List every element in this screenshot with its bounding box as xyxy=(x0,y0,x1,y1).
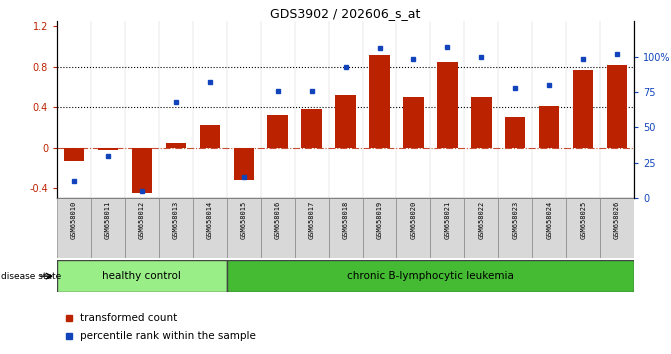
Text: percentile rank within the sample: percentile rank within the sample xyxy=(80,331,256,341)
Text: GSM658019: GSM658019 xyxy=(376,201,382,240)
Title: GDS3902 / 202606_s_at: GDS3902 / 202606_s_at xyxy=(270,7,421,20)
Bar xyxy=(607,65,627,148)
Text: GSM658012: GSM658012 xyxy=(139,201,145,240)
Text: GSM658017: GSM658017 xyxy=(309,201,315,240)
Text: GSM658013: GSM658013 xyxy=(173,201,179,240)
Bar xyxy=(573,70,593,148)
Text: GSM658024: GSM658024 xyxy=(546,201,552,240)
Bar xyxy=(505,117,525,148)
Bar xyxy=(369,55,390,148)
Bar xyxy=(57,260,227,292)
Bar xyxy=(98,148,118,150)
Bar xyxy=(132,148,152,193)
Bar xyxy=(199,125,220,148)
Text: chronic B-lymphocytic leukemia: chronic B-lymphocytic leukemia xyxy=(347,271,514,281)
Bar xyxy=(532,198,566,258)
Text: GSM658025: GSM658025 xyxy=(580,201,586,240)
Text: GSM658020: GSM658020 xyxy=(411,201,417,240)
Bar xyxy=(430,198,464,258)
Bar xyxy=(227,198,261,258)
Bar xyxy=(166,143,186,148)
Text: healthy control: healthy control xyxy=(103,271,181,281)
Text: GSM658022: GSM658022 xyxy=(478,201,484,240)
Text: GSM658015: GSM658015 xyxy=(241,201,247,240)
Bar xyxy=(566,198,600,258)
Bar xyxy=(268,115,288,148)
Bar xyxy=(600,198,634,258)
Text: GSM658016: GSM658016 xyxy=(274,201,280,240)
Bar xyxy=(159,198,193,258)
Bar xyxy=(329,198,362,258)
Bar xyxy=(234,148,254,180)
Text: transformed count: transformed count xyxy=(80,313,177,323)
Bar xyxy=(57,198,91,258)
Text: GSM658010: GSM658010 xyxy=(71,201,77,240)
Bar xyxy=(539,106,560,148)
Bar xyxy=(227,260,634,292)
Text: GSM658023: GSM658023 xyxy=(512,201,518,240)
Bar xyxy=(301,109,322,148)
Bar xyxy=(261,198,295,258)
Bar xyxy=(91,198,125,258)
Text: disease state: disease state xyxy=(1,272,62,281)
Text: GSM658026: GSM658026 xyxy=(614,201,620,240)
Bar xyxy=(64,148,84,161)
Bar xyxy=(193,198,227,258)
Bar xyxy=(464,198,499,258)
Bar xyxy=(499,198,532,258)
Text: GSM658014: GSM658014 xyxy=(207,201,213,240)
Text: GSM658021: GSM658021 xyxy=(444,201,450,240)
Bar xyxy=(397,198,430,258)
Bar xyxy=(362,198,397,258)
Bar xyxy=(125,198,159,258)
Text: GSM658018: GSM658018 xyxy=(343,201,348,240)
Bar xyxy=(403,97,423,148)
Bar xyxy=(336,95,356,148)
Text: GSM658011: GSM658011 xyxy=(105,201,111,240)
Bar xyxy=(295,198,329,258)
Bar xyxy=(471,97,492,148)
Bar xyxy=(437,62,458,148)
